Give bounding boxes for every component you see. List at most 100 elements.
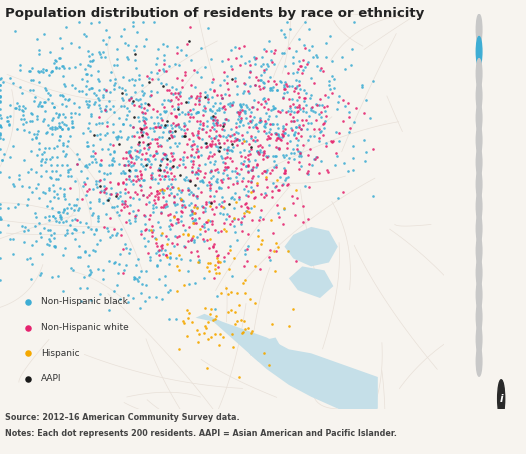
Point <box>179 123 188 130</box>
Point <box>137 128 145 135</box>
Point <box>37 158 46 165</box>
Point <box>242 192 250 199</box>
Point <box>203 364 211 371</box>
Point <box>148 201 157 208</box>
Point <box>195 98 203 105</box>
Point <box>239 122 247 129</box>
Point <box>224 55 232 63</box>
Point <box>39 68 48 75</box>
Point <box>48 130 56 138</box>
Point <box>257 190 265 197</box>
Point <box>228 148 237 155</box>
Point <box>190 279 199 286</box>
Point <box>358 82 367 89</box>
Point <box>113 135 122 143</box>
Point <box>113 203 122 210</box>
Point <box>136 227 145 234</box>
Point <box>167 96 175 104</box>
Point <box>144 156 152 163</box>
Point <box>237 52 246 59</box>
Point <box>31 93 39 100</box>
Point <box>167 181 176 188</box>
Point <box>126 220 135 227</box>
Point <box>129 123 138 131</box>
Point <box>132 262 140 269</box>
Point <box>82 32 90 39</box>
Point <box>101 54 109 61</box>
Point <box>178 109 186 116</box>
Point <box>170 214 178 221</box>
Point <box>149 227 157 234</box>
Point <box>180 242 188 249</box>
Point <box>132 167 140 174</box>
Point <box>110 81 118 88</box>
Point <box>85 85 94 93</box>
Point <box>122 154 130 161</box>
Point <box>244 163 252 170</box>
Point <box>140 117 148 124</box>
Point <box>170 199 179 206</box>
Point <box>145 199 153 206</box>
Point <box>42 87 50 94</box>
Point <box>201 323 209 330</box>
Point <box>221 166 230 173</box>
Point <box>259 68 268 75</box>
Point <box>175 232 184 240</box>
Point <box>256 116 265 123</box>
Point <box>270 157 278 164</box>
Point <box>126 151 134 158</box>
Point <box>66 172 75 179</box>
Point <box>45 187 54 194</box>
Point <box>252 124 261 131</box>
Point <box>237 117 246 124</box>
Point <box>194 153 202 161</box>
Point <box>198 208 207 215</box>
Point <box>163 87 171 94</box>
Point <box>184 315 192 322</box>
Point <box>197 143 205 150</box>
Point <box>112 190 120 197</box>
Point <box>149 209 158 216</box>
Point <box>152 123 160 131</box>
Point <box>230 168 239 175</box>
Point <box>172 315 180 322</box>
Point <box>142 200 150 207</box>
Point <box>33 35 42 43</box>
Point <box>234 215 242 222</box>
Point <box>238 139 247 146</box>
Point <box>102 88 110 95</box>
Point <box>0 130 4 138</box>
Point <box>350 118 359 125</box>
Point <box>239 160 247 168</box>
Point <box>173 201 181 208</box>
Point <box>308 104 317 111</box>
Point <box>74 206 82 213</box>
Point <box>153 187 161 194</box>
Point <box>252 123 260 131</box>
Point <box>262 48 270 55</box>
Point <box>271 247 280 254</box>
Point <box>206 168 215 175</box>
Point <box>369 192 378 200</box>
Point <box>266 84 275 91</box>
Point <box>82 162 90 169</box>
Point <box>215 148 224 155</box>
Point <box>279 30 288 38</box>
Point <box>59 190 68 197</box>
Point <box>84 224 92 231</box>
Point <box>321 118 330 125</box>
Point <box>233 290 241 297</box>
Point <box>67 113 75 120</box>
Point <box>94 75 103 83</box>
Point <box>166 286 175 294</box>
Point <box>156 257 165 264</box>
Point <box>239 100 248 107</box>
Point <box>56 132 64 139</box>
Point <box>131 76 139 83</box>
Point <box>9 235 17 242</box>
Point <box>156 158 165 165</box>
Point <box>241 247 249 254</box>
Point <box>275 186 283 193</box>
Point <box>86 198 94 205</box>
Point <box>123 135 131 143</box>
